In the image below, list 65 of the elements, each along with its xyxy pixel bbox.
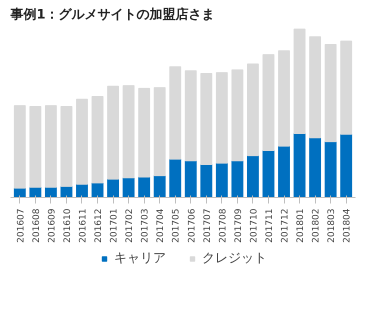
bar (262, 150, 274, 198)
legend-label: キャリア (114, 250, 166, 267)
bar (340, 40, 352, 135)
bar (246, 155, 259, 198)
bar (122, 177, 135, 198)
bar (184, 160, 197, 198)
bar (231, 160, 244, 198)
x-tick-label: 201701 (110, 208, 120, 243)
x-tick-label: 201712 (280, 208, 291, 243)
x-tick-label: 201610 (62, 208, 73, 243)
x-tick-label: 201801 (296, 208, 306, 243)
bar (154, 175, 166, 198)
x-tick-label: 201704 (156, 208, 166, 243)
x-tick-label: 201707 (202, 208, 213, 243)
bar (14, 105, 26, 189)
bar (60, 106, 72, 187)
x-tick-label: 201803 (327, 208, 338, 243)
bar (309, 137, 322, 198)
bar (107, 86, 120, 180)
bar (138, 176, 150, 198)
x-tick-label: 201612 (94, 208, 104, 243)
x-tick-label: 201711 (264, 208, 275, 243)
x-tick-label: 201709 (234, 208, 244, 243)
x-tick-label: 201702 (125, 208, 136, 243)
bar (200, 72, 212, 166)
bar (231, 69, 244, 162)
bar (246, 64, 259, 156)
bar (324, 141, 337, 198)
x-tick-label: 201706 (187, 208, 198, 243)
bar (169, 66, 182, 160)
bar (278, 50, 290, 147)
x-tick-label: 201710 (249, 208, 260, 243)
bar (44, 105, 57, 188)
bar (184, 70, 197, 162)
chart-title: 事例1：グルメサイトの加盟店さま (10, 6, 215, 22)
bar (200, 164, 212, 198)
bar (138, 88, 150, 178)
x-tick-label: 201804 (342, 208, 353, 243)
bar (169, 158, 182, 198)
x-tick-label: 201703 (140, 208, 151, 243)
bar (262, 54, 274, 152)
x-tick-label: 201705 (172, 208, 182, 243)
bar (294, 28, 306, 134)
bar (92, 182, 104, 198)
bar (340, 134, 352, 198)
bar (324, 44, 337, 142)
bar (216, 162, 228, 198)
x-tick-label: 201608 (32, 208, 42, 243)
bar (92, 96, 104, 184)
x-tick-label: 201607 (16, 208, 26, 243)
bar (122, 85, 135, 178)
bar (154, 87, 166, 176)
bar (76, 184, 88, 198)
bar (216, 72, 228, 164)
x-tick-label: 201609 (47, 208, 58, 243)
bar (278, 146, 290, 198)
bar (76, 98, 88, 185)
x-tick-label: 201802 (312, 208, 322, 243)
bar (29, 106, 42, 188)
x-tick-label: 201611 (78, 208, 88, 243)
x-tick-label: 201708 (218, 208, 228, 243)
bar (107, 178, 120, 198)
bar (309, 36, 322, 138)
legend-label: クレジット (202, 250, 267, 267)
bar (294, 133, 306, 198)
